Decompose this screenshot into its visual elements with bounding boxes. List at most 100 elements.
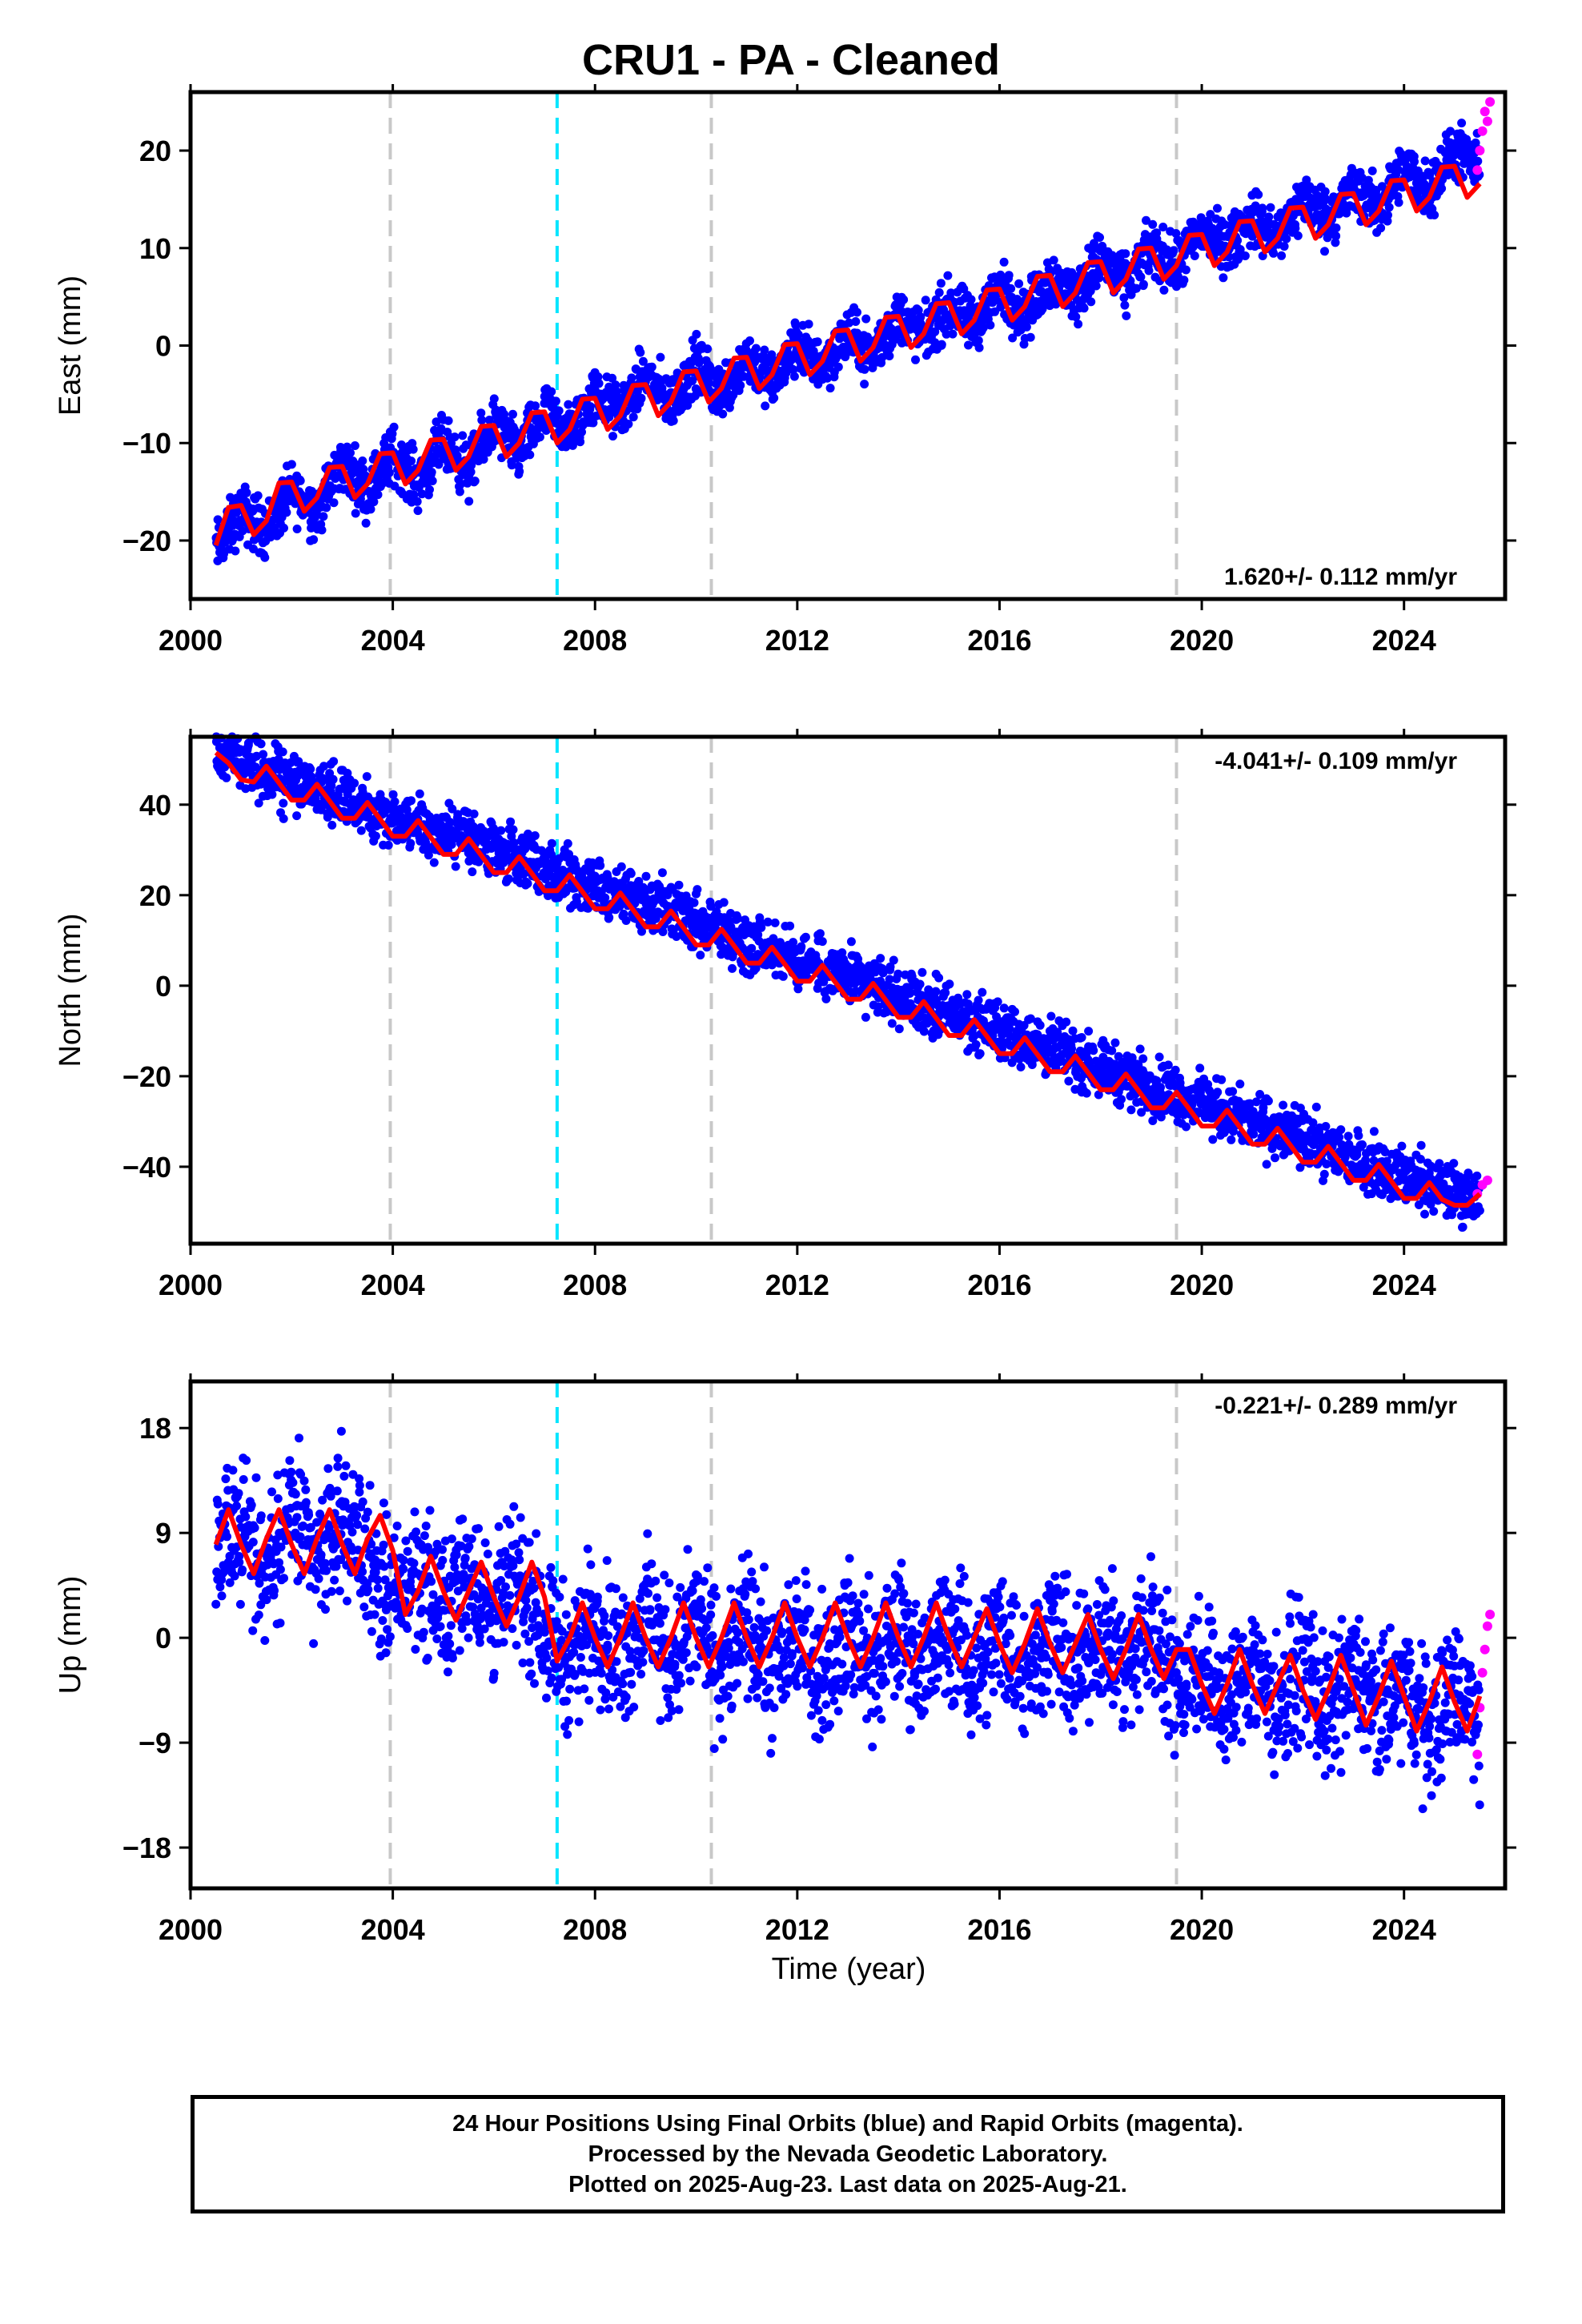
final-orbit-point <box>425 485 434 494</box>
final-orbit-point <box>1094 273 1104 283</box>
final-orbit-point <box>911 355 920 364</box>
final-orbit-point <box>971 1039 981 1049</box>
final-orbit-point <box>1262 1160 1271 1169</box>
final-orbit-point <box>877 352 887 362</box>
final-orbit-point <box>846 937 856 947</box>
final-orbit-point <box>508 825 518 834</box>
final-orbit-point <box>1219 273 1228 283</box>
x-tick-label: 2000 <box>159 624 223 657</box>
final-orbit-point <box>1343 1132 1353 1141</box>
final-orbit-point <box>608 432 617 441</box>
final-orbit-point <box>616 862 626 871</box>
final-orbit-point <box>508 409 517 419</box>
final-orbit-point <box>279 814 288 823</box>
final-orbit-point <box>1410 157 1419 167</box>
final-orbit-point <box>577 428 586 436</box>
final-orbit-point <box>388 790 398 799</box>
final-orbit-point <box>1170 1065 1180 1075</box>
final-orbit-point <box>570 427 580 436</box>
final-orbit-point <box>413 506 423 516</box>
final-orbit-point <box>282 508 291 517</box>
final-orbit-point <box>1471 138 1480 147</box>
east-panel: 2000 2004 2008 2012 2016 2020 2024−20−1001020E… <box>54 84 1516 657</box>
final-orbit-point <box>387 429 397 439</box>
final-orbit-point <box>1179 275 1189 285</box>
final-orbit-point <box>1131 283 1141 293</box>
final-orbit-point <box>1035 1020 1045 1030</box>
final-orbit-point <box>978 323 988 332</box>
final-orbit-point <box>564 400 573 409</box>
final-orbit-point <box>946 288 956 298</box>
final-orbit-point <box>434 460 444 469</box>
final-orbit-point <box>1293 231 1303 240</box>
final-orbit-point <box>833 362 843 372</box>
final-orbit-point <box>1006 283 1016 293</box>
final-orbit-point <box>1383 211 1392 220</box>
final-orbit-point <box>1046 1011 1056 1021</box>
final-orbit-point <box>894 1024 904 1034</box>
final-orbit-point <box>350 778 359 788</box>
final-orbit-point <box>1376 223 1386 233</box>
final-orbit-point <box>1135 1044 1145 1054</box>
final-orbit-point <box>604 913 614 923</box>
final-orbit-point <box>327 820 337 830</box>
final-orbit-point <box>479 455 488 464</box>
final-orbit-point <box>1091 281 1101 291</box>
final-orbit-point <box>789 365 798 375</box>
final-orbit-point <box>1156 1083 1165 1092</box>
final-orbit-point <box>1086 286 1095 296</box>
final-orbit-point <box>253 491 263 501</box>
final-orbit-point <box>915 979 925 989</box>
final-orbit-point <box>576 437 585 447</box>
final-orbit-point <box>624 420 633 428</box>
final-orbit-point <box>417 489 427 499</box>
final-orbit-point <box>885 352 894 360</box>
final-orbit-point <box>1110 1038 1120 1047</box>
final-orbit-point <box>525 450 535 460</box>
final-orbit-point <box>1136 272 1146 282</box>
final-orbit-point <box>1321 1122 1331 1131</box>
final-orbit-point <box>1336 1125 1346 1135</box>
final-orbit-point <box>1319 1169 1329 1179</box>
final-orbit-point <box>608 373 617 383</box>
final-orbit-point <box>1263 1096 1273 1106</box>
rapid-orbit-point <box>1475 146 1485 155</box>
final-orbit-point <box>309 535 319 545</box>
final-orbit-point <box>916 312 926 322</box>
final-orbit-point <box>974 995 983 1005</box>
final-orbit-point <box>611 380 620 390</box>
final-orbit-point <box>362 772 371 782</box>
final-orbit-point <box>769 393 779 403</box>
final-orbit-point <box>509 838 519 847</box>
final-orbit-point <box>407 796 416 806</box>
final-orbit-point <box>1089 1046 1098 1055</box>
final-orbit-point <box>845 318 854 328</box>
final-orbit-point <box>1086 297 1096 307</box>
final-orbit-point <box>476 408 486 418</box>
final-orbit-point <box>1394 198 1403 207</box>
final-orbit-point <box>1446 127 1455 136</box>
final-orbit-point <box>1213 1088 1223 1097</box>
final-orbit-point <box>736 380 745 390</box>
final-orbit-point <box>409 490 419 500</box>
rapid-orbit-point <box>1477 126 1488 136</box>
final-orbit-point <box>1163 1060 1173 1070</box>
final-orbit-point <box>535 432 544 442</box>
final-orbit-point <box>1148 219 1158 229</box>
final-orbit-point <box>993 997 1002 1007</box>
final-orbit-point <box>455 487 464 497</box>
final-orbit-point <box>919 1027 929 1036</box>
final-orbit-point <box>1169 246 1178 255</box>
final-orbit-point <box>369 497 379 507</box>
final-orbit-point <box>999 1003 1009 1013</box>
y-tick-label: 20 <box>139 135 171 167</box>
y-tick-label: 0 <box>155 330 171 363</box>
final-orbit-point <box>763 366 772 375</box>
final-orbit-point <box>1082 1088 1091 1098</box>
rapid-orbit-point <box>1472 165 1483 175</box>
final-orbit-point <box>978 987 987 997</box>
final-orbit-point <box>1258 203 1267 213</box>
rate-label: 1.620+/- 0.112 mm/yr <box>1224 564 1457 590</box>
final-orbit-point <box>657 868 667 878</box>
final-orbit-point <box>656 352 665 362</box>
